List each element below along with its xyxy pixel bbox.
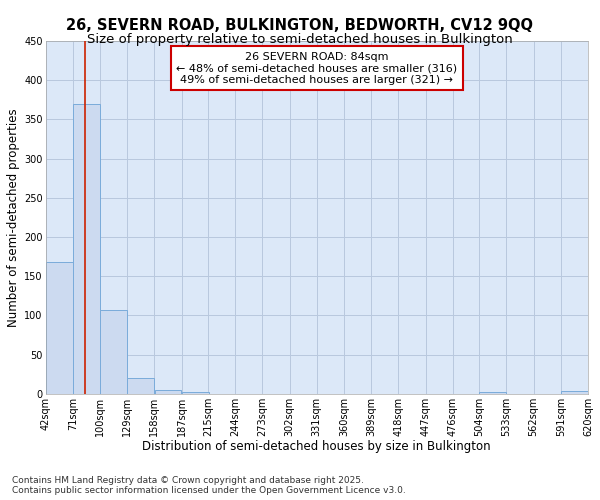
- Bar: [46, 262, 73, 394]
- Bar: [73, 104, 100, 394]
- Bar: [127, 378, 154, 394]
- Bar: [561, 392, 588, 394]
- Title: 26, SEVERN ROAD, BULKINGTON, BEDWORTH, CV12 9QQ
Size of property relative to sem: 26, SEVERN ROAD, BULKINGTON, BEDWORTH, C…: [0, 499, 1, 500]
- Y-axis label: Number of semi-detached properties: Number of semi-detached properties: [7, 108, 20, 326]
- Text: 26 SEVERN ROAD: 84sqm
← 48% of semi-detached houses are smaller (316)
49% of sem: 26 SEVERN ROAD: 84sqm ← 48% of semi-deta…: [176, 52, 457, 84]
- Bar: [155, 390, 181, 394]
- Bar: [100, 310, 127, 394]
- Bar: [182, 392, 209, 394]
- Text: 26, SEVERN ROAD, BULKINGTON, BEDWORTH, CV12 9QQ: 26, SEVERN ROAD, BULKINGTON, BEDWORTH, C…: [67, 18, 533, 32]
- Bar: [479, 392, 506, 394]
- Text: Size of property relative to semi-detached houses in Bulkington: Size of property relative to semi-detach…: [87, 32, 513, 46]
- Text: Contains HM Land Registry data © Crown copyright and database right 2025.
Contai: Contains HM Land Registry data © Crown c…: [12, 476, 406, 495]
- X-axis label: Distribution of semi-detached houses by size in Bulkington: Distribution of semi-detached houses by …: [142, 440, 491, 453]
